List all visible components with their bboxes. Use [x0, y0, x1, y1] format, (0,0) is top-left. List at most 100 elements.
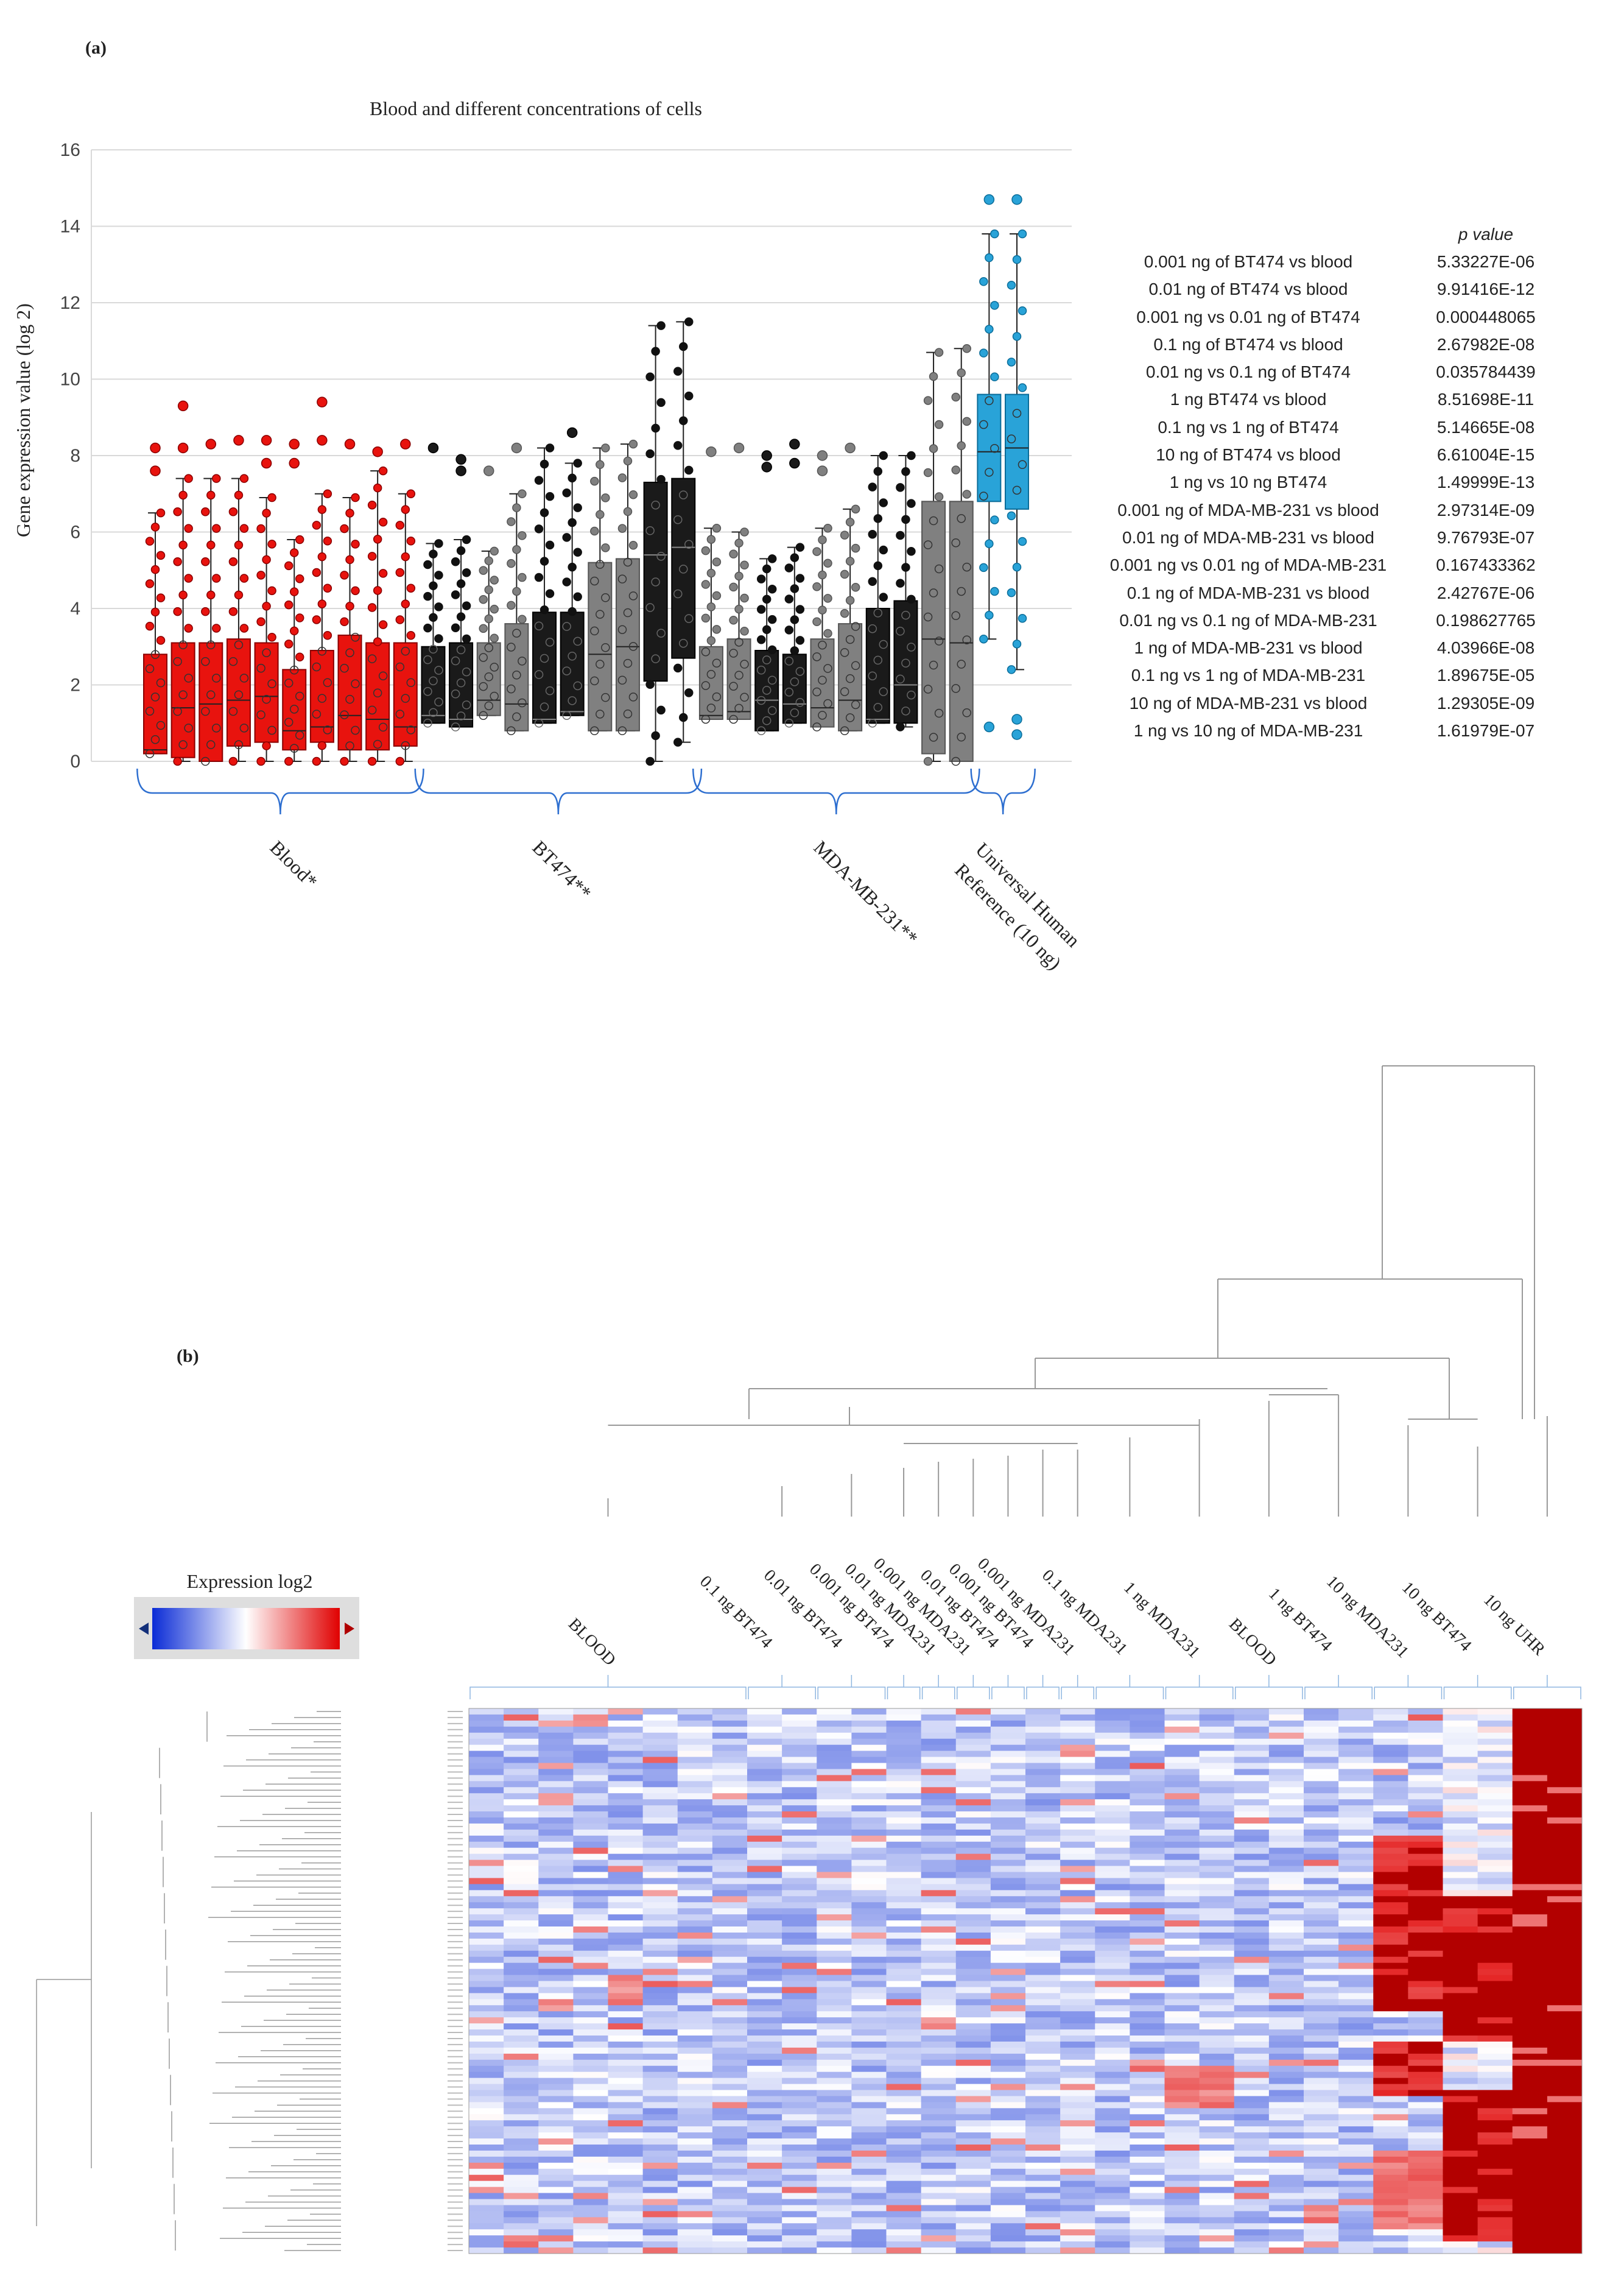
heatmap-cell [1164, 2126, 1200, 2133]
heatmap-cell [886, 1999, 922, 2006]
pvalue-header: p value [1458, 224, 1514, 244]
heatmap-cell [1443, 2005, 1478, 2012]
heatmap-cell [1199, 2084, 1235, 2090]
heatmap-cell [573, 2011, 608, 2018]
heatmap-cell [608, 1920, 644, 1927]
heatmap-cell [1025, 2168, 1061, 2176]
heatmap-cell [1164, 2156, 1200, 2163]
column-bracket [921, 1675, 955, 1699]
heatmap-cell [990, 1872, 1026, 1878]
heatmap-cell [1060, 2053, 1095, 2060]
heatmap-cell [1164, 2065, 1200, 2073]
heatmap-cell [955, 1817, 991, 1824]
heatmap-cell [1373, 1926, 1408, 1933]
heatmap-cell [1130, 1720, 1165, 1727]
heatmap-cell [1512, 1781, 1548, 1788]
heatmap-cell [469, 1920, 504, 1927]
data-point [518, 531, 527, 540]
heatmap-cell [1408, 1914, 1443, 1921]
heatmap-cell [1164, 2029, 1200, 2036]
data-point [929, 372, 938, 381]
data-point [812, 722, 821, 731]
heatmap-cell [1095, 1878, 1130, 1884]
data-point [706, 669, 716, 679]
heatmap-cell [608, 1975, 644, 1981]
heatmap-cell [1512, 2029, 1548, 2036]
heatmap-cell [1025, 1975, 1061, 1981]
heatmap-cell [469, 2108, 504, 2115]
data-point [340, 524, 349, 534]
y-tick-label: 12 [60, 293, 80, 313]
heatmap-cell [851, 1908, 887, 1915]
heatmap-cell [1338, 1962, 1374, 1970]
heatmap-cell [1373, 1896, 1408, 1903]
heatmap-cell [921, 1841, 957, 1849]
heatmap-cell [1512, 1853, 1548, 1861]
heatmap-cell [712, 2126, 748, 2133]
heatmap-cell [642, 2247, 678, 2254]
heatmap-cell [1338, 1999, 1374, 2006]
heatmap-cell [747, 2120, 782, 2127]
heatmap-cell [851, 1799, 887, 1806]
heatmap-cell [608, 1811, 644, 1818]
heatmap-cell [1477, 1993, 1513, 2000]
outlier-point [566, 427, 578, 439]
heatmap-cell [817, 2023, 852, 2030]
pvalue-comparison: 1 ng of MDA-MB-231 vs blood [1134, 638, 1363, 658]
data-point [462, 667, 471, 677]
heatmap-cell [1373, 1811, 1408, 1818]
heatmap-cell [469, 1938, 504, 1945]
heatmap-cell [1373, 2053, 1408, 2060]
heatmap-cell [1304, 2023, 1339, 2030]
heatmap-cell [1443, 1805, 1478, 1812]
data-point [512, 671, 521, 680]
heatmap-cell [1443, 2036, 1478, 2042]
heatmap-cell [990, 2126, 1026, 2133]
heatmap-cell [608, 1775, 644, 1782]
heatmap-cell [1443, 1914, 1478, 1921]
heatmap-cell [851, 1835, 887, 1842]
data-point [378, 620, 388, 629]
heatmap-cell [1373, 2150, 1408, 2157]
data-point [784, 563, 794, 573]
heatmap-cell [642, 2180, 678, 2188]
heatmap-cell [642, 2217, 678, 2224]
heatmap-cell [538, 1962, 574, 1970]
heatmap-cell [1095, 1993, 1130, 2000]
heatmap-cell [1060, 1987, 1095, 1993]
heatmap-cell [817, 2187, 852, 2194]
data-point [979, 563, 988, 573]
heatmap-cell [1512, 1866, 1548, 1872]
heatmap-cell [504, 2174, 539, 2182]
heatmap-cell [955, 2180, 991, 2188]
heatmap-cell [1268, 2114, 1304, 2121]
heatmap-cell [782, 1944, 817, 1951]
heatmap-cell [1408, 2138, 1443, 2145]
data-point [507, 601, 516, 610]
heatmap-cell [1025, 1884, 1061, 1891]
heatmap-cell [1304, 1969, 1339, 1976]
heatmap-cell [1373, 1920, 1408, 1927]
heatmap-cell [886, 1805, 922, 1812]
heatmap-cell [1408, 1926, 1443, 1933]
heatmap-cell [1373, 1890, 1408, 1897]
heatmap-cell [1512, 1738, 1548, 1746]
heatmap-cell [712, 1805, 748, 1812]
heatmap-cell [504, 1805, 539, 1812]
data-point [934, 492, 944, 501]
heatmap-cell [1408, 2078, 1443, 2085]
heatmap-cell [1234, 2223, 1270, 2230]
data-point [212, 724, 221, 733]
data-point [312, 615, 322, 624]
heatmap-cell [1164, 1757, 1200, 1763]
heatmap-cell [955, 1847, 991, 1855]
data-point [901, 658, 910, 668]
outlier-point [706, 446, 717, 457]
heatmap-cell [886, 1914, 922, 1921]
data-point [479, 711, 488, 720]
heatmap-cell [1234, 2187, 1270, 2194]
data-point [323, 489, 332, 498]
heatmap-cell [851, 1999, 887, 2006]
heatmap-cell [1547, 1902, 1583, 1909]
heatmap-cell [677, 2023, 713, 2030]
